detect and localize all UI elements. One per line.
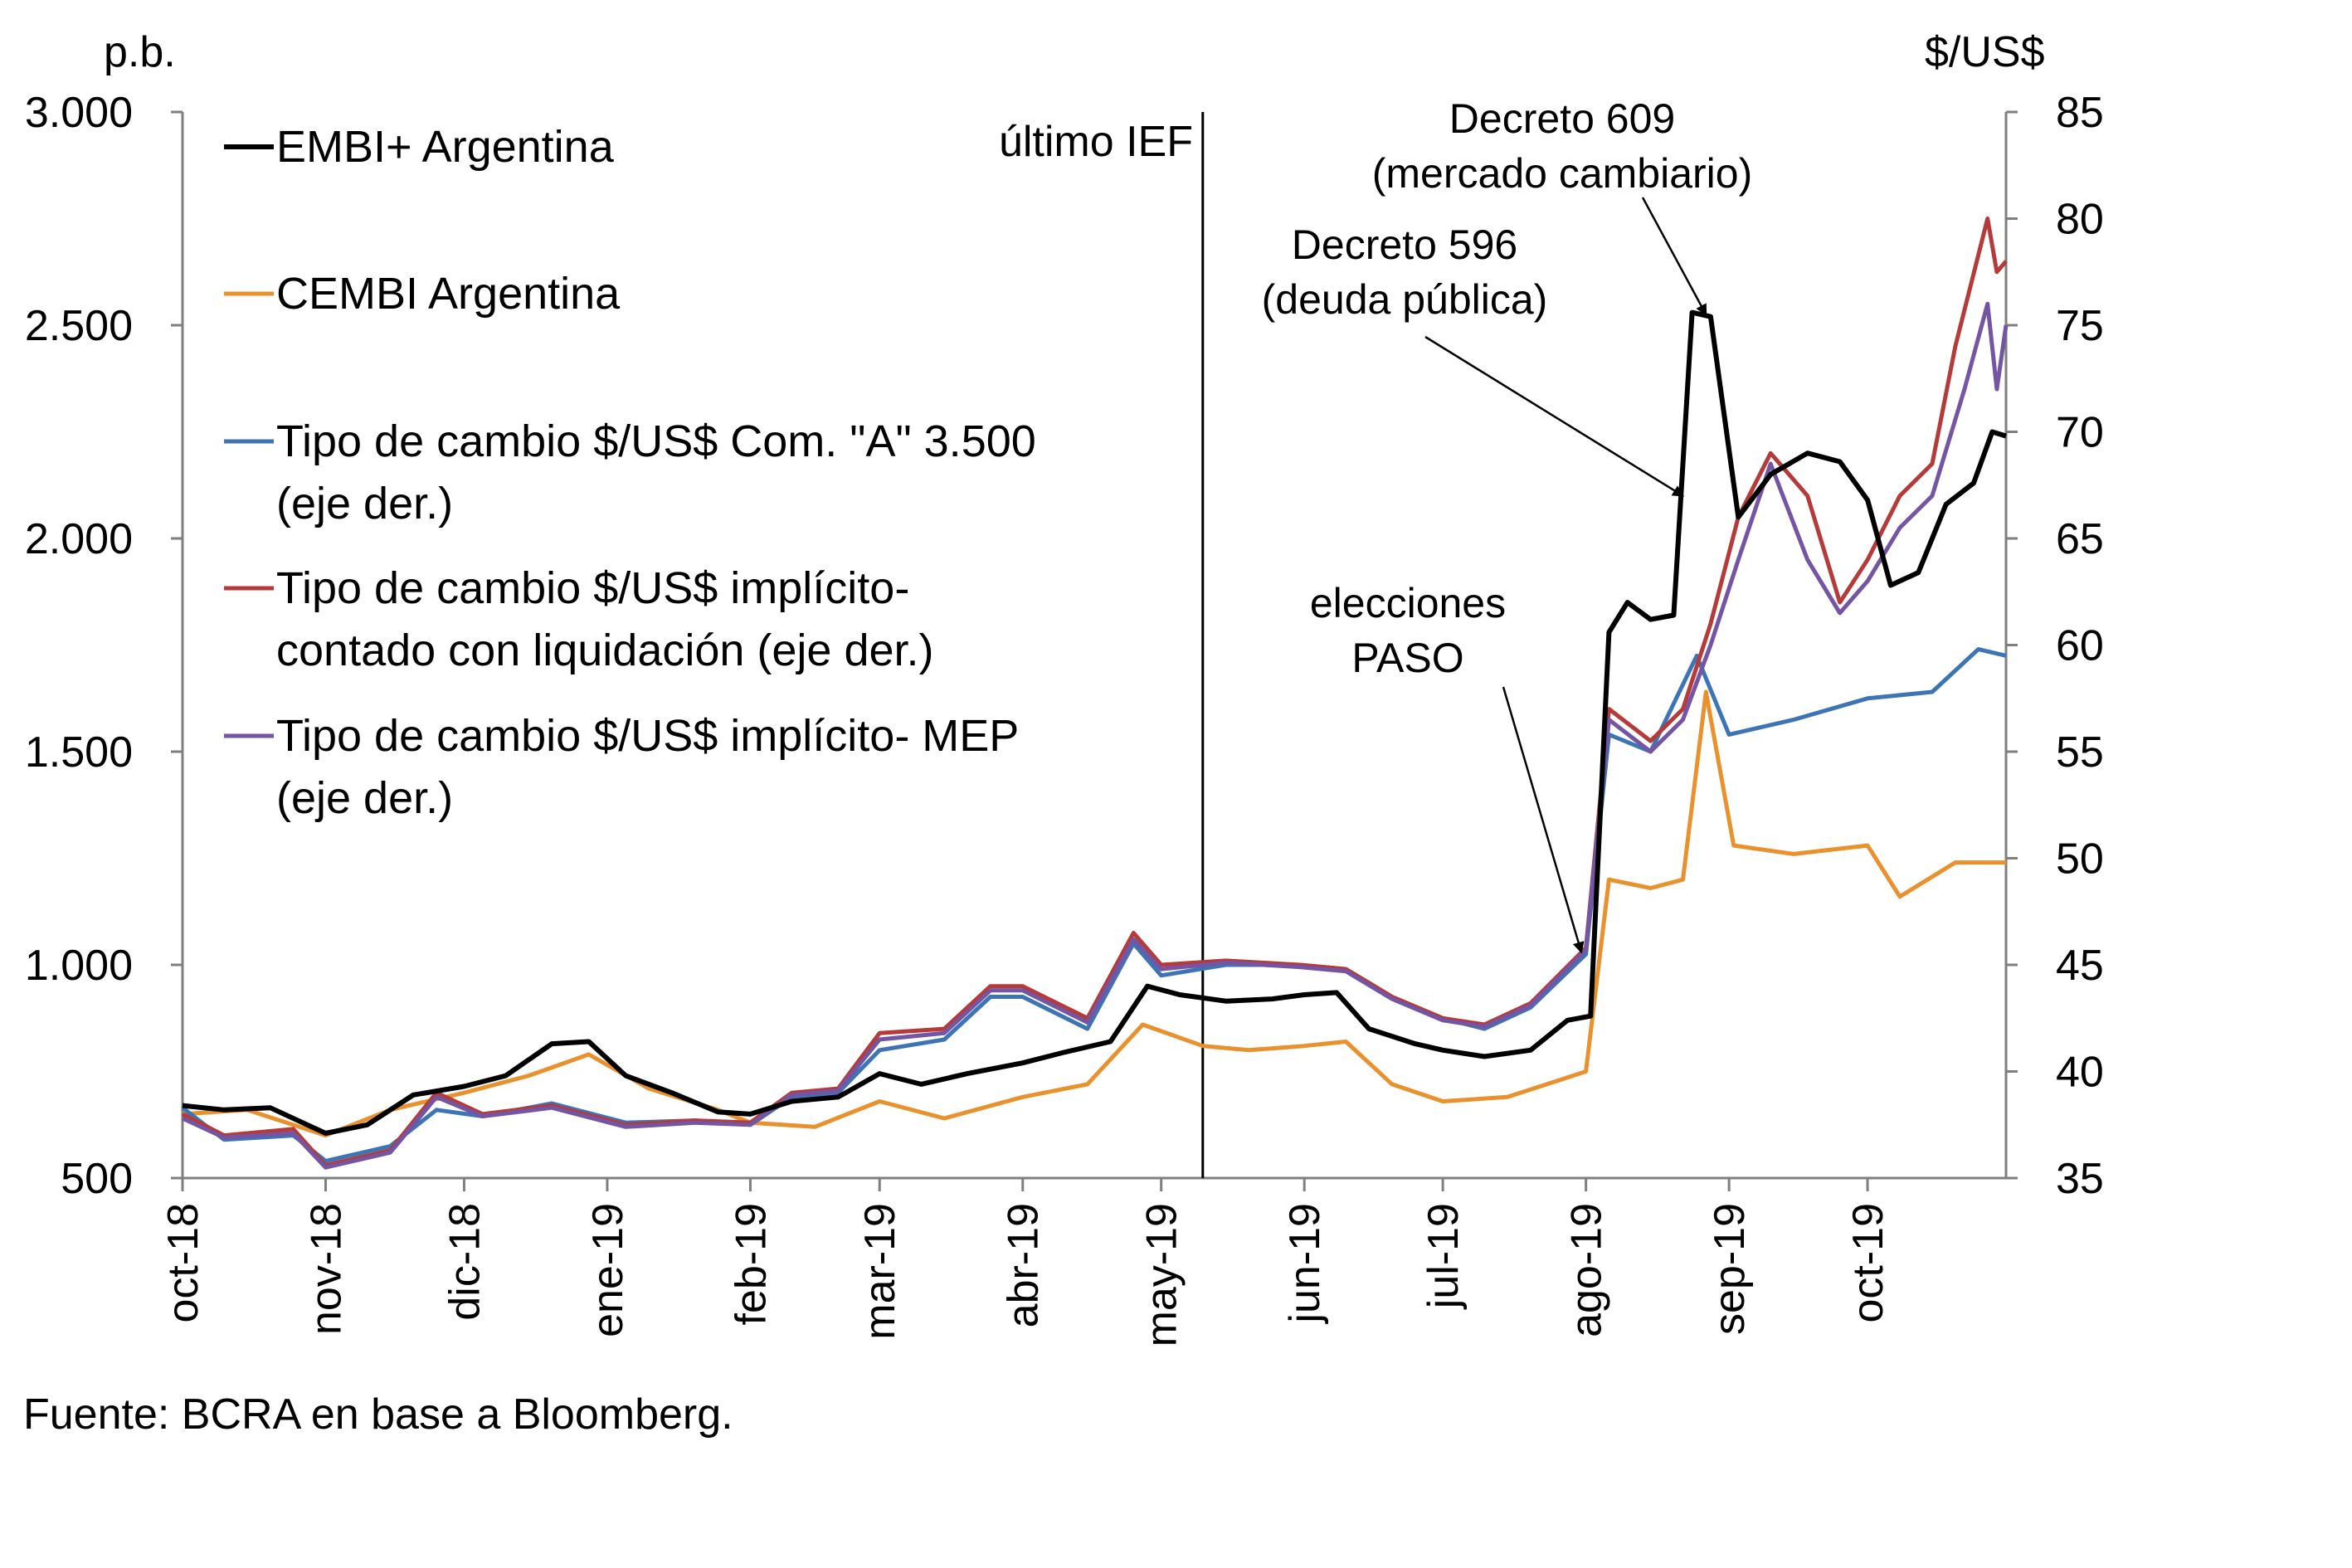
legend-label-4: contado con liquidación (eje der.) [276, 626, 934, 675]
x-tick-label: ago-19 [1563, 1203, 1611, 1337]
x-tick-label: jul-19 [1419, 1203, 1468, 1310]
source-note: Fuente: BCRA en base a Bloomberg. [23, 1390, 733, 1439]
left-tick-label: 2.000 [25, 515, 133, 563]
right-tick-label: 85 [2056, 89, 2104, 137]
right-tick-label: 80 [2056, 196, 2104, 244]
left-tick-label: 500 [61, 1155, 133, 1203]
elecciones-line2: PASO [1351, 635, 1463, 681]
left-axis-unit: p.b. [104, 28, 176, 76]
right-tick-label: 40 [2056, 1049, 2104, 1097]
x-tick-label: nov-18 [303, 1203, 351, 1335]
right-tick-label: 45 [2056, 942, 2104, 990]
elecciones-line1: elecciones [1310, 580, 1506, 626]
legend-label-5: Tipo de cambio $/US$ implícito- MEP [276, 711, 1019, 761]
x-tick-label: may-19 [1138, 1203, 1186, 1346]
x-tick-label: feb-19 [727, 1203, 775, 1325]
right-tick-label: 35 [2056, 1155, 2104, 1203]
right-tick-label: 70 [2056, 409, 2104, 457]
decreto-609-line2: (mercado cambiario) [1372, 150, 1752, 197]
right-tick-label: 50 [2056, 835, 2104, 884]
left-tick-label: 1.000 [25, 942, 133, 990]
left-tick-label: 3.000 [25, 89, 133, 137]
series-line-5 [181, 301, 2009, 1170]
x-tick-label: abr-19 [1000, 1203, 1048, 1327]
right-axis-ticks: 35 40 45 50 55 60 65 70 75 80 85 [2006, 89, 2104, 1203]
annotation-arrow-2 [1424, 335, 1685, 497]
x-tick-label: dic-18 [441, 1203, 489, 1321]
legend-label-4: Tipo de cambio $/US$ implícito- [276, 563, 909, 613]
x-tick-label: sep-19 [1706, 1203, 1754, 1335]
x-tick-label: ene-19 [584, 1203, 632, 1337]
series-line-1 [182, 309, 2007, 1136]
x-tick-label: oct-18 [159, 1203, 207, 1323]
right-axis-unit: $/US$ [1925, 28, 2045, 76]
left-tick-label: 1.500 [25, 728, 133, 777]
right-tick-label: 65 [2056, 515, 2104, 563]
decreto-596-line2: (deuda pública) [1262, 276, 1548, 323]
series-line-4 [181, 217, 2008, 1168]
decreto-596-line1: Decreto 596 [1292, 222, 1517, 268]
legend-label-1: EMBI+ Argentina [276, 122, 615, 172]
annotation-arrow-1 [1641, 197, 1707, 316]
legend-label-5: (eje der.) [276, 773, 453, 823]
left-tick-label: 2.500 [25, 302, 133, 350]
series-lines [181, 217, 2009, 1170]
decreto-609-line1: Decreto 609 [1449, 95, 1675, 142]
right-tick-label: 60 [2056, 622, 2104, 670]
legend: EMBI+ Argentina CEMBI Argentina Tipo de ca… [224, 122, 1036, 823]
last-ief-label: último IEF [999, 118, 1193, 166]
annotation-arrows [1424, 197, 1707, 954]
legend-label-3: Tipo de cambio $/US$ Com. "A" 3.500 [276, 416, 1036, 466]
annotation-arrow-3 [1502, 686, 1585, 954]
x-tick-label: oct-19 [1844, 1203, 1892, 1323]
legend-label-2: CEMBI Argentina [276, 269, 621, 319]
series-line-2 [182, 689, 2006, 1138]
x-tick-label: jun-19 [1281, 1203, 1329, 1325]
x-axis-ticks: oct-18 nov-18 dic-18 ene-19 feb-19 mar-19 abr-… [159, 1178, 1892, 1346]
left-axis-ticks: 500 1.000 1.500 2.000 2.500 3.000 [25, 89, 183, 1203]
right-tick-label: 75 [2056, 302, 2104, 350]
x-tick-label: mar-19 [856, 1203, 904, 1340]
right-tick-label: 55 [2056, 728, 2104, 777]
legend-label-3: (eje der.) [276, 479, 453, 528]
